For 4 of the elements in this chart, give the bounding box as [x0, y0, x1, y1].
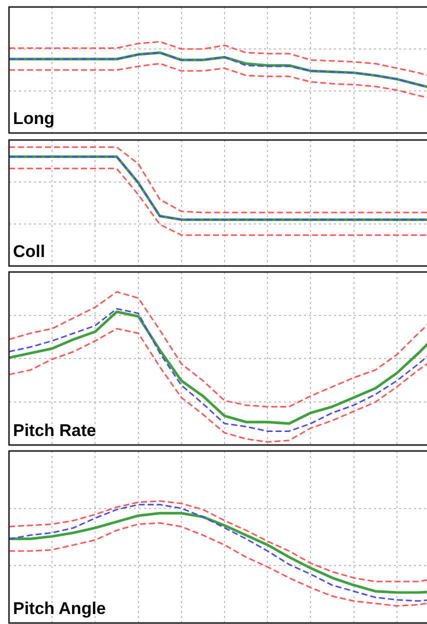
text: Long [13, 109, 55, 128]
text: Pitch Angle [13, 599, 106, 618]
text: Coll [13, 242, 46, 262]
text: Pitch Rate [13, 421, 96, 440]
